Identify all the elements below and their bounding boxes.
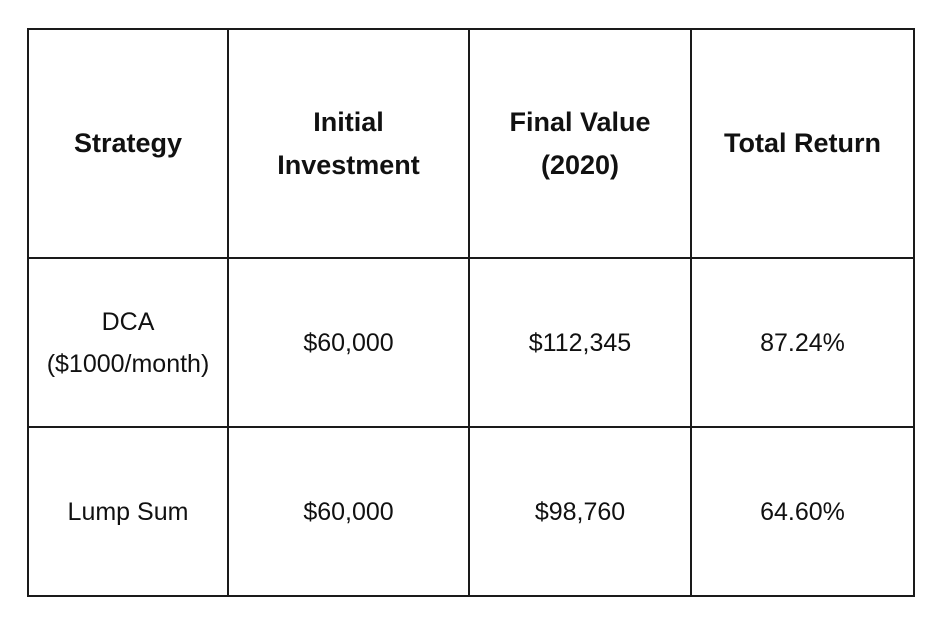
header-strategy: Strategy (27, 28, 229, 259)
header-strategy-text: Strategy (73, 128, 183, 158)
cell-strategy-line1: Lump Sum (67, 497, 189, 526)
cell-strategy: DCA ($1000/month) (27, 257, 229, 428)
cell-total-return: 87.24% (690, 257, 915, 428)
header-final-value-line2: (2020) (540, 149, 620, 180)
header-final-value-line1: Final Value (509, 106, 651, 137)
cell-final-value: $112,345 (468, 257, 692, 428)
header-final-value: Final Value (2020) (468, 28, 692, 259)
header-total-return-text: Total Return (724, 128, 881, 158)
cell-strategy-line2: ($1000/month) (46, 349, 210, 378)
table-row: Lump Sum $60,000 $98,760 64.60% (27, 426, 915, 597)
header-initial-investment-line1: Initial (313, 106, 384, 137)
comparison-table: Strategy Initial Investment Final Value … (27, 28, 915, 597)
cell-initial-investment: $60,000 (227, 426, 470, 597)
cell-final-value: $98,760 (468, 426, 692, 597)
cell-initial-investment: $60,000 (227, 257, 470, 428)
cell-total-return: 64.60% (690, 426, 915, 597)
header-row: Strategy Initial Investment Final Value … (27, 28, 915, 259)
cell-strategy: Lump Sum (27, 426, 229, 597)
table-row: DCA ($1000/month) $60,000 $112,345 87.24… (27, 257, 915, 428)
header-initial-investment-line2: Investment (277, 149, 420, 180)
header-total-return: Total Return (690, 28, 915, 259)
header-initial-investment: Initial Investment (227, 28, 470, 259)
cell-strategy-line1: DCA (101, 307, 155, 336)
